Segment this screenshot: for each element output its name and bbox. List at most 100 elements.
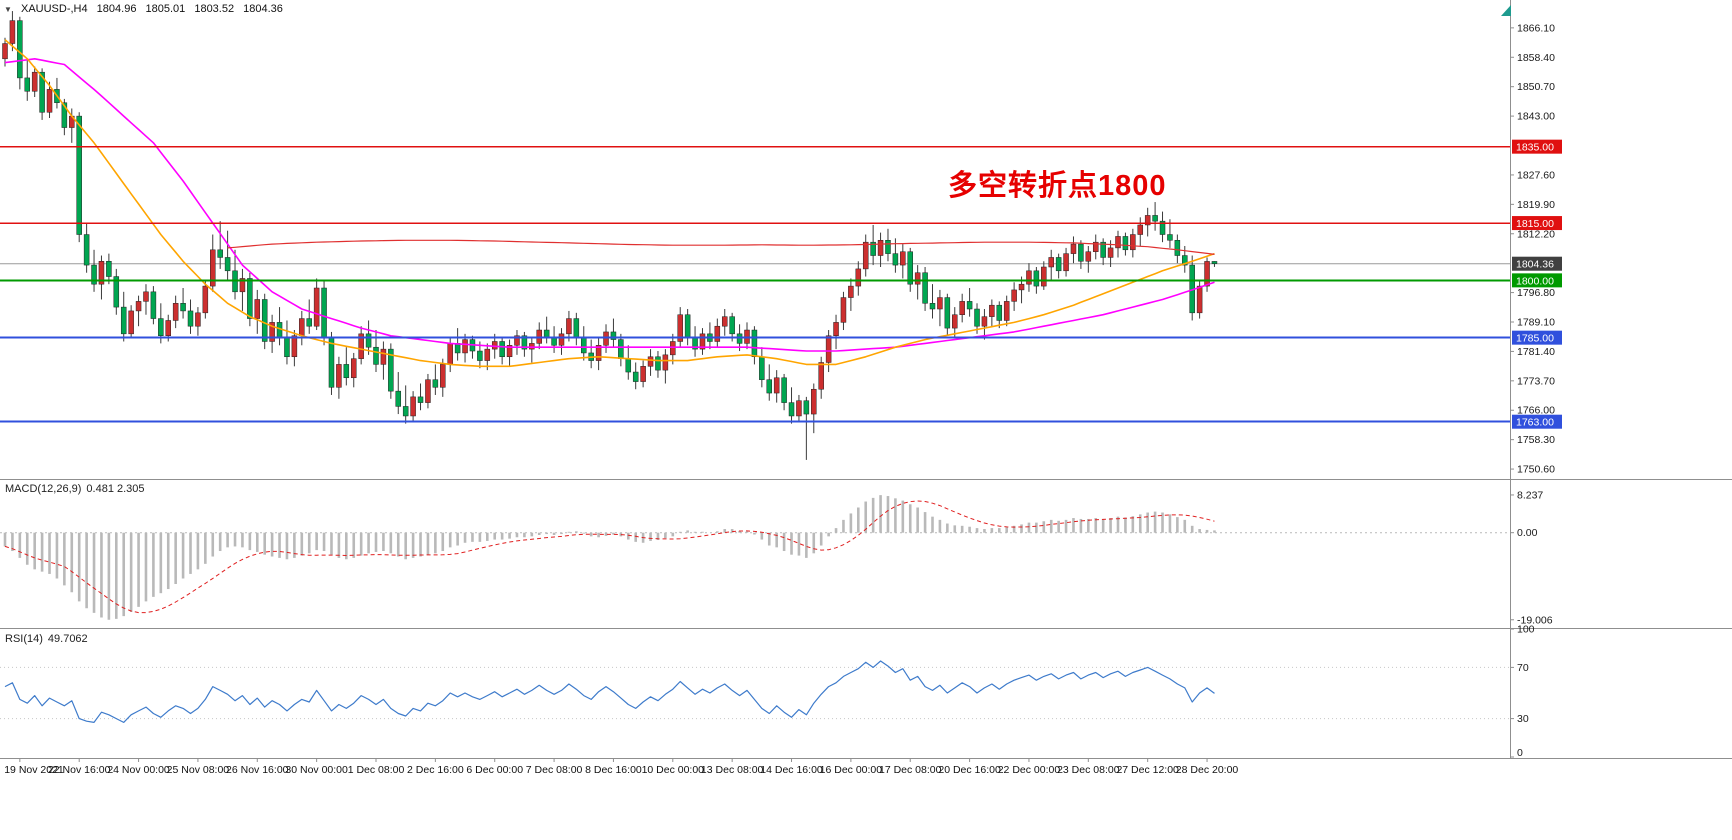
candle [1026,270,1032,285]
macd-indicator-label: MACD(12,26,9) 0.481 2.305 [5,483,150,495]
time-label: 6 Dec 00:00 [466,764,523,776]
candle [440,364,446,388]
time-label: 23 Dec 08:00 [1057,764,1120,776]
candle [1144,215,1151,226]
time-label: 22 Nov 16:00 [48,764,111,776]
macd-histogram [3,495,1216,620]
candle [699,333,706,350]
candle [922,272,928,304]
macd-name: MACD(12,26,9) [5,483,82,495]
macd-tick-label: -19.006 [1517,614,1553,626]
candle [989,304,995,317]
time-label: 8 Dec 16:00 [585,764,642,776]
candle [825,335,832,363]
price-tick-label: 1858.40 [1517,52,1555,64]
candle [128,310,134,335]
candle [1130,234,1136,251]
candle [46,89,53,113]
ma-magenta [4,58,1215,352]
candle [1174,240,1181,256]
candle [1011,289,1017,302]
candle [395,390,402,407]
candle [551,337,557,346]
candle [217,249,223,258]
candle [321,287,327,338]
candle [640,366,646,382]
candle [417,396,424,403]
candle [120,306,127,335]
candle [788,402,795,417]
chart-text-annotation[interactable]: 多空转折点1800 [948,170,1167,202]
macd-axis[interactable]: 8.237 0.00 -19.006 [1510,489,1553,626]
candle [543,329,550,338]
candle [388,348,394,392]
candle [1137,224,1144,235]
candle [313,287,320,327]
price-badge [1512,256,1562,271]
price-badge [1512,330,1562,345]
candle [224,257,231,272]
rsi-axis[interactable]: 100 70 30 0 [1510,624,1535,760]
candle [721,316,728,327]
candle [187,310,194,327]
candle [462,339,468,354]
candle [336,364,342,388]
open-value: 1804.96 [96,3,137,15]
candle [106,261,112,277]
candle [1107,247,1114,258]
candle [959,301,965,315]
macd-tick-label: 8.237 [1517,489,1543,501]
candle [477,350,483,361]
candle [454,343,461,354]
candle [172,303,179,321]
candle [195,312,201,327]
horizontal-lines[interactable] [0,145,1510,423]
candle [239,278,246,293]
price-tick-label: 1781.40 [1517,346,1555,358]
candle [647,356,654,367]
price-badge-label: 1815.00 [1516,218,1554,230]
candle [1115,236,1121,249]
candle [143,291,149,302]
candle [1211,261,1218,264]
moving-averages [4,39,1215,368]
candle [17,20,23,79]
close-value: 1804.36 [243,3,283,15]
price-axis[interactable]: 1866.10 1858.40 1850.70 1843.00 1827.60 1819.… [1510,22,1562,476]
candle [358,333,364,359]
candle [625,358,632,373]
candle [514,335,520,346]
candle [91,264,97,285]
candle [506,345,513,358]
candle [937,297,943,310]
time-label: 28 Dec 20:00 [1176,764,1239,776]
high-value: 1805.01 [145,3,186,15]
rsi-tick-label: 30 [1517,713,1529,725]
price-tick-label: 1812.20 [1517,228,1555,240]
candle [373,346,379,365]
candle [484,348,491,361]
ohlc-collapse-icon[interactable]: ▼ [4,5,12,14]
candle [900,251,906,266]
candle [818,362,824,390]
candle [811,388,817,415]
autoscroll-indicator-icon[interactable] [1501,5,1511,16]
rsi-tick-label: 70 [1517,662,1529,674]
candle [966,301,973,310]
candle [261,299,268,342]
candlestick-series [2,11,1218,460]
candle [974,308,980,327]
price-tick-label: 1827.60 [1517,169,1555,181]
candle [328,337,335,388]
candle [618,339,624,359]
macd-values: 0.481 2.305 [86,483,145,495]
time-label: 10 Dec 00:00 [642,764,705,776]
candle [996,304,1003,321]
rsi-value: 49.7062 [47,633,88,645]
candle [24,77,31,92]
candle [254,299,261,319]
price-tick-label: 1866.10 [1517,22,1555,34]
time-label: 17 Dec 08:00 [879,764,942,776]
